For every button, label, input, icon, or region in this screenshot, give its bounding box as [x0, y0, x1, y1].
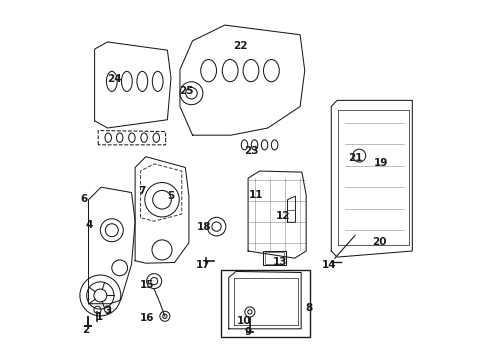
Text: 3: 3 [103, 306, 111, 316]
Text: 5: 5 [167, 191, 174, 201]
Text: 9: 9 [244, 327, 251, 337]
Text: 4: 4 [86, 220, 93, 230]
Text: 19: 19 [373, 158, 387, 168]
Text: 11: 11 [248, 190, 263, 200]
Text: 15: 15 [140, 280, 154, 290]
Text: 8: 8 [305, 303, 312, 314]
Text: 25: 25 [179, 86, 193, 96]
Text: 14: 14 [321, 260, 335, 270]
Text: 10: 10 [236, 316, 250, 325]
Text: 20: 20 [371, 237, 386, 247]
Text: 21: 21 [347, 153, 362, 163]
Text: 7: 7 [138, 186, 145, 197]
Bar [221, 270, 309, 337]
Text: 12: 12 [275, 211, 290, 221]
Bar [263, 251, 286, 265]
Text: 1: 1 [96, 312, 102, 322]
Text: 17: 17 [196, 260, 210, 270]
Text: 16: 16 [140, 313, 154, 323]
Text: 6: 6 [80, 194, 87, 204]
Text: 13: 13 [272, 257, 286, 267]
Text: 2: 2 [82, 325, 89, 335]
Text: 18: 18 [197, 222, 211, 232]
Text: 24: 24 [107, 74, 122, 84]
Bar [265, 252, 284, 264]
Text: 22: 22 [232, 41, 247, 50]
Text: 23: 23 [243, 146, 258, 156]
